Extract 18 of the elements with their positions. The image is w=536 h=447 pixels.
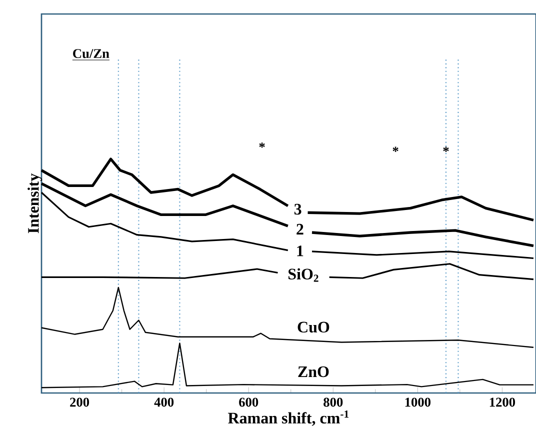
x-tick-label: 800 [324,398,343,407]
text: Cu/Zn [73,49,110,58]
x-tick-label: 1000 [405,398,430,407]
x-tick-label: 200 [70,398,90,407]
series-label: CuO [298,322,330,333]
series-label: SiO$_{2}$ [288,268,318,282]
text: * [259,142,265,148]
series-label: ZnO [298,366,329,378]
series-label: 1 [297,246,304,256]
x-axis-title: Raman shift, cm$^{-1}$ [228,410,349,426]
x-tick-label: 400 [154,398,174,407]
y-axis-title: Intensity [28,173,42,234]
series-label: 3 [294,204,302,215]
series-label: 2 [296,224,304,235]
x-tick-label: 1200 [490,398,516,407]
text: * [443,146,449,152]
x-tick-label: 600 [239,398,258,407]
text: * [392,146,398,152]
